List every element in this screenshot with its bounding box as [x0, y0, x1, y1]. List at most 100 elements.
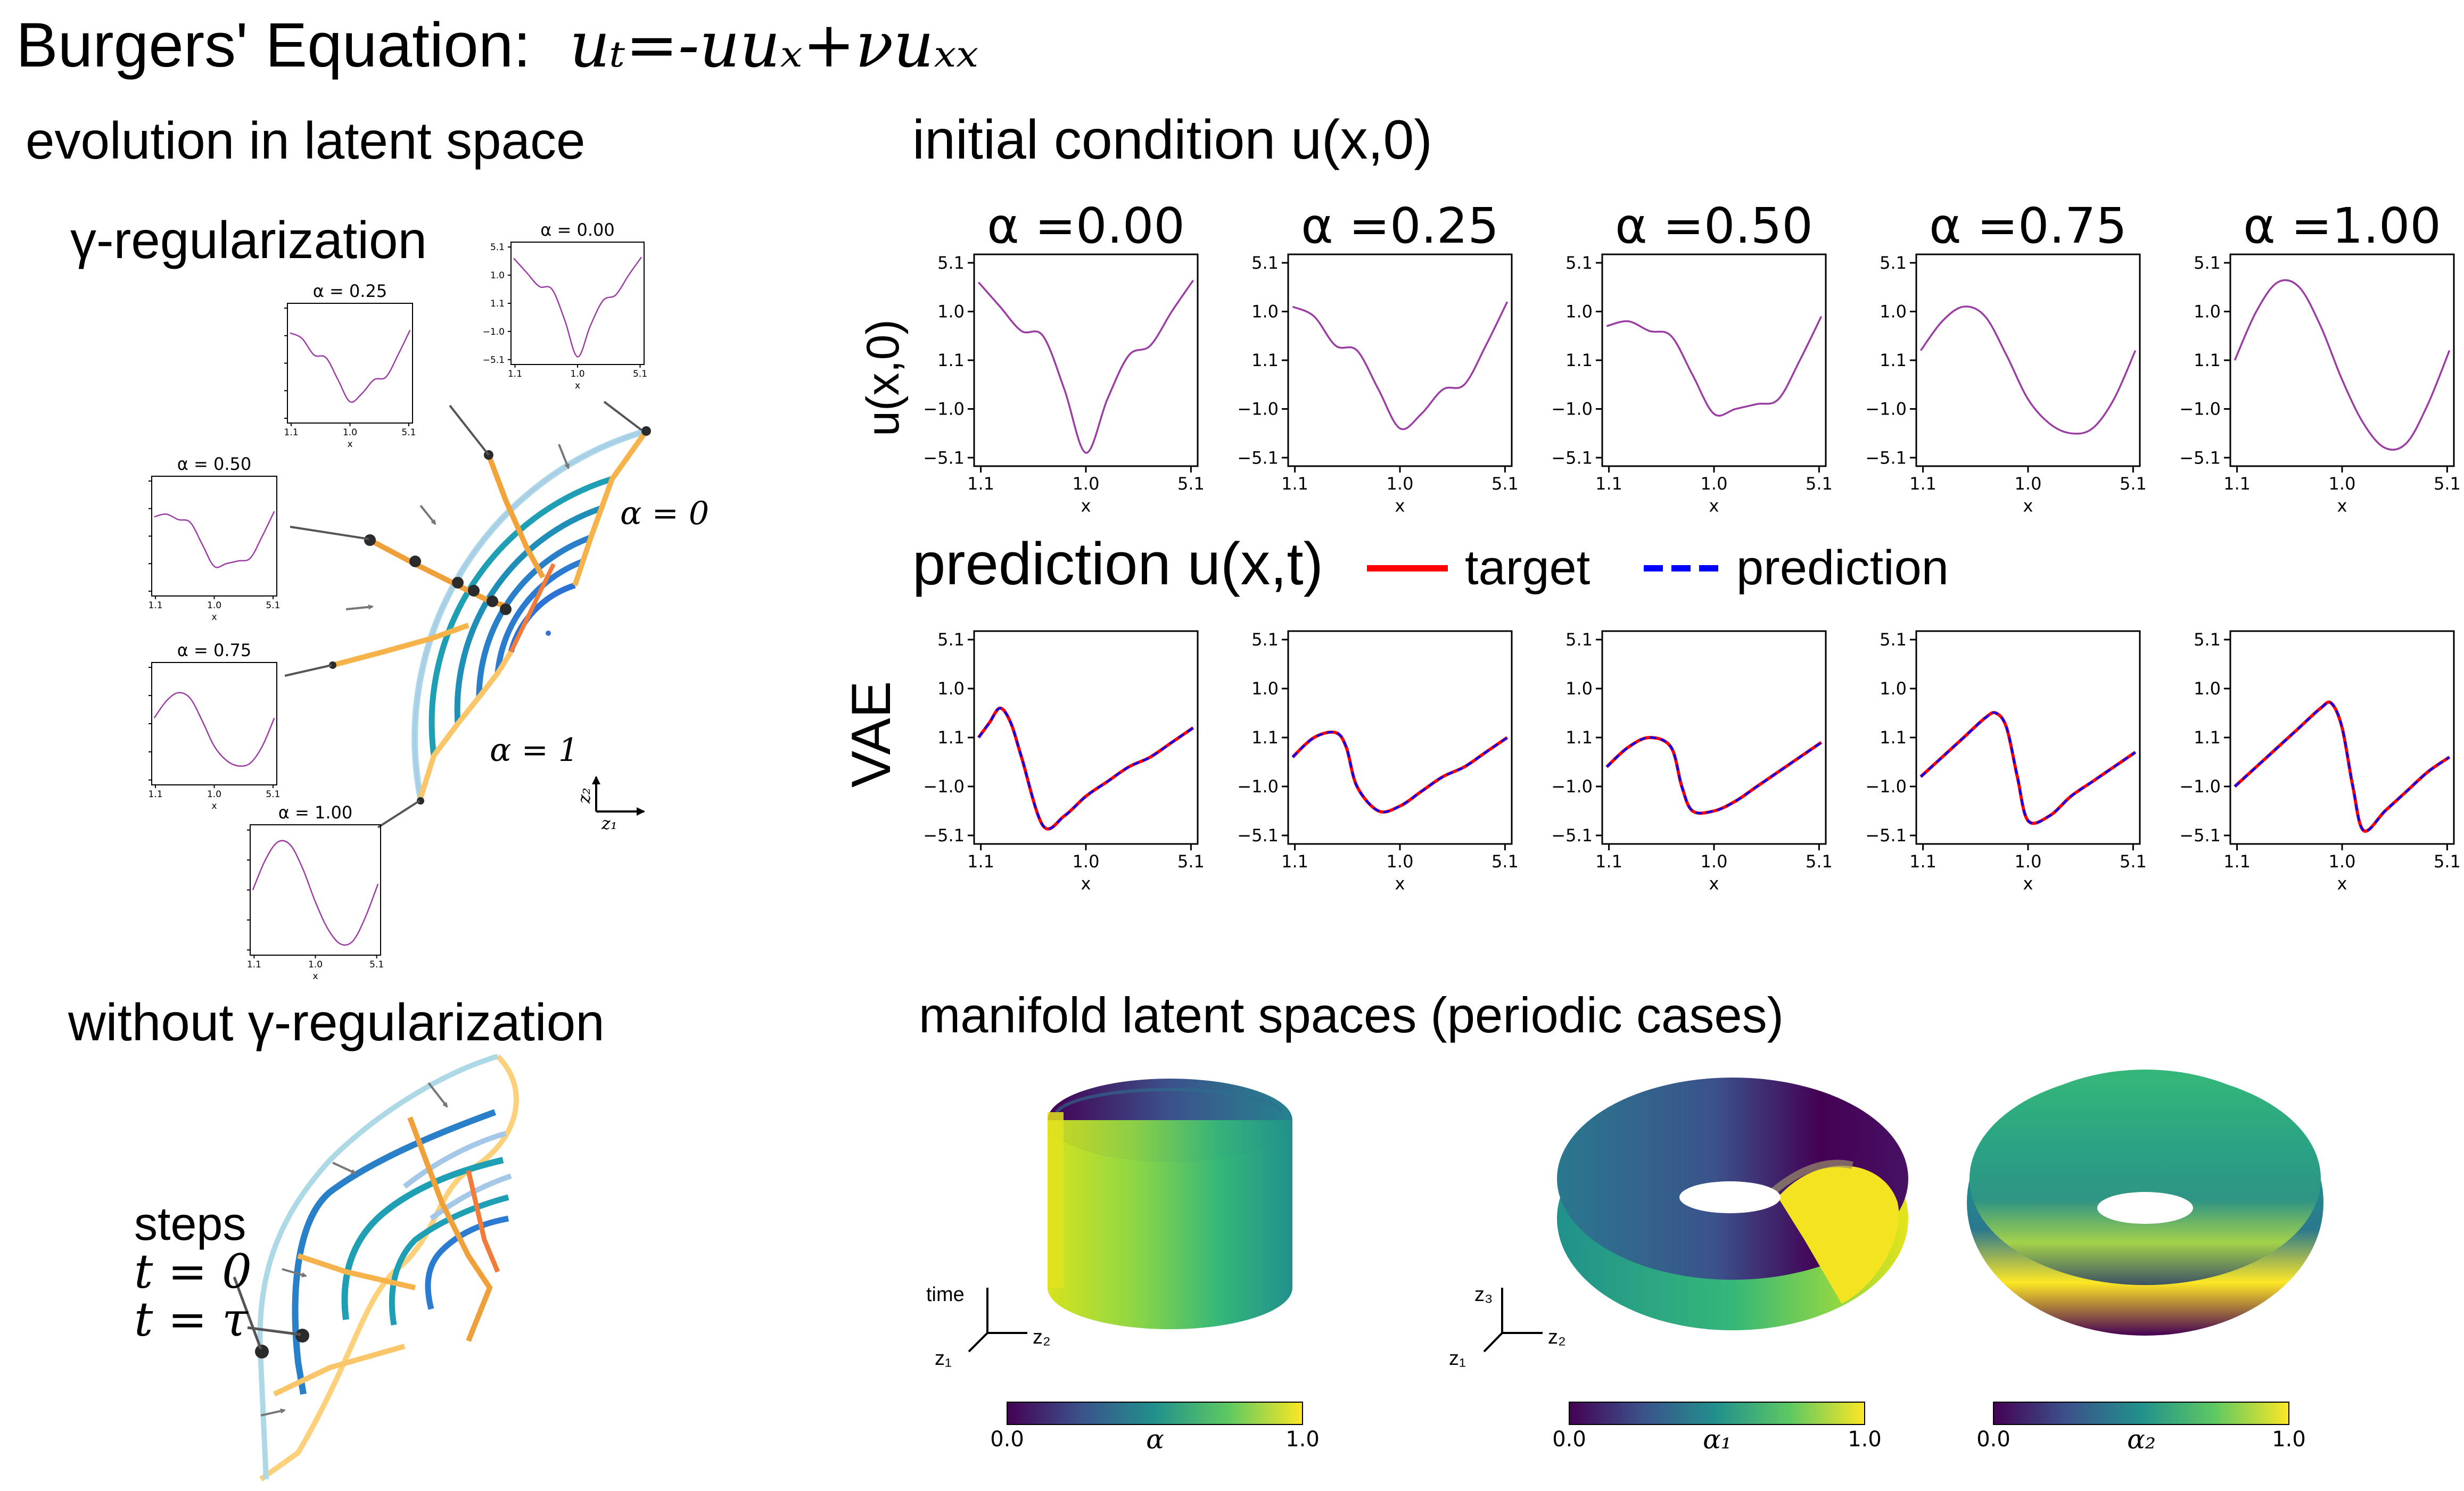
latent-radial-1	[572, 429, 649, 586]
title-equation: uₜ=-uuₓ+νuₓₓ	[570, 8, 978, 81]
init-panel-ytick-3-3: −1.0	[1865, 399, 1907, 419]
init-panel-ytick-4-2: 1.1	[2194, 350, 2221, 370]
latent-arc-1	[428, 476, 613, 756]
init-panel-title-0: α =0.00	[987, 197, 1185, 254]
torus1-z3-label: z₃	[1474, 1283, 1493, 1306]
colorbar-alpha1: 0.0 1.0 α₁	[1552, 1402, 1882, 1455]
pred-panel-xlabel-0: x	[1081, 874, 1091, 894]
inset-xtick-4-2: 5.1	[369, 959, 384, 970]
pred-panel-curve-3-1	[1920, 711, 2136, 825]
pred-panel-xlabel-1: x	[1395, 874, 1405, 894]
pred-panel-curve-2-0	[1605, 735, 1823, 815]
cyl-z2-label: z₂	[1033, 1326, 1051, 1348]
pred-panel-xtick-2-1: 1.0	[1701, 851, 1728, 872]
inset-ytick-0-1: 1.0	[490, 270, 505, 281]
inset-xtick-2-1: 1.0	[207, 600, 221, 611]
inset-title-3: α = 0.75	[177, 640, 252, 660]
init-panel-ytick-0-4: −5.1	[923, 448, 965, 468]
inset-frame-4	[250, 824, 381, 956]
init-panel-xlabel-0: x	[1081, 496, 1091, 516]
pred-panel-curve-1-1	[1292, 731, 1508, 814]
manifold-cylinder: time z₂ z₁	[926, 1079, 1292, 1370]
pred-panel-ytick-3-1: 1.0	[1880, 678, 1907, 699]
init-panel-xtick-2-0: 1.1	[1595, 474, 1622, 494]
section-latent-evolution: evolution in latent space	[26, 111, 586, 170]
inset-ytick-0-3: −1.0	[483, 327, 505, 337]
pred-panel-ytick-1-4: −5.1	[1237, 825, 1279, 846]
row-label-initial: u(x,0)	[858, 319, 909, 436]
pred-panel-ytick-4-2: 1.1	[2194, 727, 2221, 748]
latent-radial-2	[486, 454, 546, 579]
inset-xtick-2-2: 5.1	[266, 600, 280, 611]
cbar1-max: 1.0	[1285, 1427, 1320, 1452]
init-panel-xtick-3-2: 5.1	[2120, 474, 2147, 494]
cyl-time-label: time	[926, 1283, 965, 1306]
colorbar-alpha: 0.0 1.0 α	[990, 1402, 1320, 1455]
init-panel-ytick-1-3: −1.0	[1237, 399, 1279, 419]
init-panel-ytick-1-1: 1.0	[1251, 302, 1279, 322]
pred-panel-ytick-2-2: 1.1	[1565, 727, 1593, 748]
pred-panel-xtick-4-0: 1.1	[2223, 851, 2251, 872]
inset-xtick-0-2: 5.1	[633, 369, 647, 379]
steps-t0: t = 0	[134, 1244, 252, 1299]
pred-panel-frame-3	[1915, 630, 2141, 845]
initial-condition-panels: 5.11.01.1−1.0−5.11.1 1.0 5.1xα =0.005.11.0…	[923, 197, 2461, 516]
init-panel-ytick-4-0: 5.1	[2194, 253, 2221, 273]
diag-z2-label: z₂	[574, 788, 594, 804]
init-panel-ytick-0-0: 5.1	[937, 253, 965, 273]
inset-xlabel-4: x	[312, 971, 318, 982]
cbar3-label: α₂	[2127, 1424, 2156, 1455]
cyl-z1-label: z₁	[935, 1347, 952, 1370]
alpha0-annotation: α = 0	[620, 495, 709, 532]
inset-curve-3-0	[153, 692, 275, 767]
init-panel-title-3: α =0.75	[1929, 197, 2127, 254]
pred-panel-ytick-4-0: 5.1	[2194, 629, 2221, 650]
init-panel-xtick-1-2: 5.1	[1491, 474, 1519, 494]
init-panel-frame-0	[973, 253, 1199, 467]
latent-radial-5	[418, 650, 514, 799]
no-gamma-edge-left	[257, 1054, 499, 1480]
inset-xtick-1-1: 1.0	[343, 427, 357, 438]
pred-panel-ytick-3-3: −1.0	[1865, 776, 1907, 797]
pred-panel-ytick-0-1: 1.0	[937, 678, 965, 699]
pred-panel-xlabel-3: x	[2023, 874, 2033, 894]
init-panel-ytick-4-3: −1.0	[2179, 399, 2221, 419]
pred-panel-frame-4	[2229, 630, 2455, 845]
pred-panel-xlabel-4: x	[2337, 874, 2347, 894]
init-panel-ytick-3-1: 1.0	[1880, 302, 1907, 322]
inset-xlabel-2: x	[211, 612, 217, 623]
init-panel-xtick-1-1: 1.0	[1387, 474, 1414, 494]
pred-panel-xtick-4-2: 5.1	[2434, 851, 2461, 872]
diag-z1-label: z₁	[601, 813, 617, 833]
row-label-vae: VAE	[840, 681, 902, 788]
cbar2-max: 1.0	[1848, 1427, 1882, 1452]
inset-ytick-0-4: −5.1	[483, 355, 505, 366]
pred-panel-ytick-3-0: 5.1	[1880, 629, 1907, 650]
inset-xtick-1-2: 5.1	[401, 427, 416, 438]
inset-curve-2-0	[154, 511, 275, 568]
init-panel-ytick-2-3: −1.0	[1551, 399, 1593, 419]
manifold-torus-alpha2	[1967, 1070, 2323, 1336]
inset-xtick-0-1: 1.0	[570, 369, 584, 379]
inset-xlabel-1: x	[347, 439, 352, 450]
pred-panel-ytick-3-2: 1.1	[1880, 727, 1907, 748]
legend-target-label: target	[1465, 541, 1590, 595]
section-prediction: prediction u(x,t)	[912, 531, 1323, 597]
pred-panel-curve-0-1	[977, 707, 1194, 830]
pred-panel-xtick-0-0: 1.1	[967, 851, 994, 872]
pred-panel-ytick-2-3: −1.0	[1551, 776, 1593, 797]
init-panel-xtick-0-0: 1.1	[967, 474, 994, 494]
pred-panel-xtick-4-1: 1.0	[2329, 851, 2356, 872]
init-panel-title-4: α =1.00	[2243, 197, 2441, 254]
pred-panel-xtick-0-2: 5.1	[1177, 851, 1205, 872]
inset-xtick-0-0: 1.1	[508, 369, 522, 379]
pred-panel-xtick-2-2: 5.1	[1806, 851, 1833, 872]
cbar2-label: α₁	[1703, 1424, 1732, 1455]
latent-arc-4	[495, 558, 584, 674]
init-panel-ytick-1-4: −5.1	[1237, 448, 1279, 468]
latent-diagram-no-gamma: steps t = 0 t = τ	[134, 1054, 519, 1482]
pred-panel-ytick-0-2: 1.1	[937, 727, 965, 748]
pred-panel-ytick-1-1: 1.0	[1251, 678, 1279, 699]
init-panel-frame-2	[1601, 253, 1827, 467]
init-panel-ytick-2-4: −5.1	[1551, 448, 1593, 468]
